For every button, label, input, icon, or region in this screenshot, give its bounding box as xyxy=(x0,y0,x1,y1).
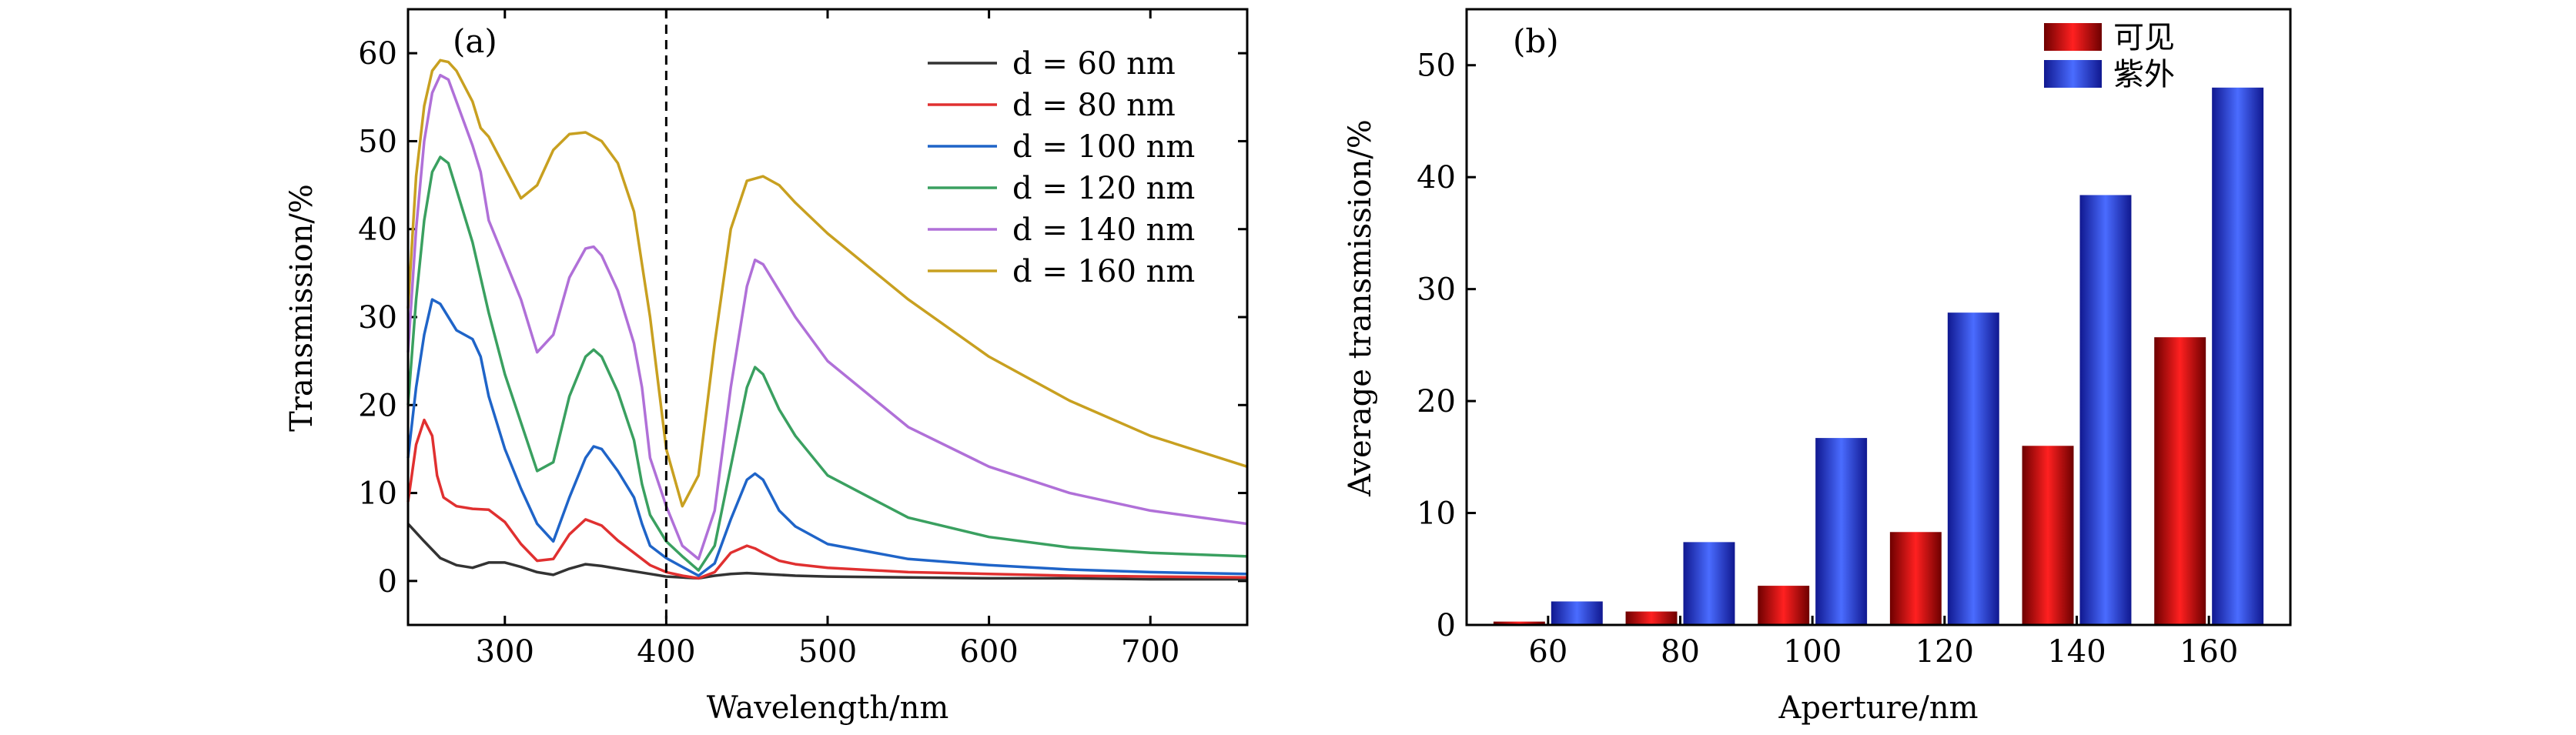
panel-a-line-chart: Transmission/% Wavelength/nm 300 400 500 60… xyxy=(284,8,1249,726)
series-line-d140 xyxy=(406,73,1248,561)
panel-b-y-tick-label: 10 xyxy=(1417,496,1456,532)
panel-b-x-tick-label: 140 xyxy=(2047,634,2106,670)
bar-uv-100 xyxy=(1815,438,1868,625)
bar-uv-140 xyxy=(2079,195,2132,626)
series-line-d160 xyxy=(406,58,1248,508)
bar-visible-160 xyxy=(2154,337,2206,625)
legend-label: 可见 xyxy=(2113,20,2175,55)
panel-a-x-tick-label: 700 xyxy=(1121,634,1179,670)
panel-a-y-tick-label: 60 xyxy=(358,36,397,72)
panel-b-x-tick-label: 120 xyxy=(1915,634,1974,670)
bar-visible-60 xyxy=(1493,621,1545,625)
bar-uv-60 xyxy=(1551,601,1603,625)
series-line-d100 xyxy=(406,298,1248,577)
panel-a-plot-frame xyxy=(406,8,1249,626)
legend-label: d = 60 nm xyxy=(1012,46,1176,82)
panel-a-x-tick-label: 500 xyxy=(798,634,857,670)
bar-visible-80 xyxy=(1625,611,1678,625)
panel-b-x-axis-label: Aperture/nm xyxy=(1778,690,1978,726)
panel-a-x-tick-label: 600 xyxy=(959,634,1018,670)
panel-a-series xyxy=(406,58,1248,581)
panel-b-y-axis-label: Average transmission/% xyxy=(1343,119,1378,497)
panel-a-x-tick-label: 400 xyxy=(637,634,695,670)
bar-uv-160 xyxy=(2212,87,2264,626)
series-line-d60 xyxy=(406,523,1247,581)
panel-b-x-tick-label: 80 xyxy=(1661,634,1700,670)
panel-a-ticks: 300 400 500 600 700 0 10 20 30 40 50 60 xyxy=(358,9,1247,670)
panel-a-y-tick-label: 50 xyxy=(358,124,397,159)
bar-uv-80 xyxy=(1683,542,1735,625)
panel-b-bar-chart: Average transmission/% Aperture/nm 0 10 20… xyxy=(1343,8,2292,726)
bar-uv-120 xyxy=(1947,312,1999,625)
legend-label: d = 120 nm xyxy=(1012,171,1195,206)
panel-b-y-tick-label: 50 xyxy=(1417,48,1456,84)
panel-b-x-tick-label: 100 xyxy=(1783,634,1842,670)
legend-label: d = 140 nm xyxy=(1012,212,1195,248)
series-line-d80 xyxy=(406,418,1248,580)
panel-b-y-tick-label: 20 xyxy=(1417,384,1456,419)
series-line-d120 xyxy=(406,155,1248,572)
legend-label: d = 100 nm xyxy=(1012,129,1195,165)
panel-b-bars xyxy=(1493,87,2264,626)
panel-b-y-tick-label: 0 xyxy=(1437,608,1456,643)
panel-a-y-tick-label: 40 xyxy=(358,212,397,248)
panel-b-x-tick-label: 60 xyxy=(1528,634,1567,670)
legend-swatch xyxy=(2044,60,2102,88)
panel-a-y-axis-label: Transmission/% xyxy=(284,184,319,432)
legend-label: d = 80 nm xyxy=(1012,88,1176,123)
panel-b-y-tick-label: 30 xyxy=(1417,272,1456,308)
bar-visible-100 xyxy=(1758,586,1810,625)
legend-label: 紫外 xyxy=(2113,57,2175,92)
panel-a-x-tick-label: 300 xyxy=(476,634,534,670)
panel-b-y-tick-label: 40 xyxy=(1417,160,1456,195)
panel-a-x-axis-label: Wavelength/nm xyxy=(707,690,949,726)
panel-b-plot-frame xyxy=(1465,8,2292,626)
bar-visible-140 xyxy=(2022,446,2074,625)
panel-b-label: (b) xyxy=(1513,22,1559,60)
panel-b-x-tick-label: 160 xyxy=(2180,634,2238,670)
panel-a-y-tick-label: 20 xyxy=(358,388,397,423)
panel-a-label: (a) xyxy=(453,22,497,60)
panel-a-y-tick-label: 10 xyxy=(358,476,397,512)
legend-label: d = 160 nm xyxy=(1012,254,1195,289)
panel-a-y-tick-label: 0 xyxy=(378,564,397,600)
panel-b-ticks: 0 10 20 30 40 50 60 80 100 120 140 160 xyxy=(1417,48,2238,670)
bar-visible-120 xyxy=(1889,532,1942,625)
panel-a-y-tick-label: 30 xyxy=(358,300,397,336)
legend-swatch xyxy=(2044,23,2102,51)
panel-a-legend: d = 60 nm d = 80 nm d = 100 nm d = 120 nm d … xyxy=(928,46,1195,289)
